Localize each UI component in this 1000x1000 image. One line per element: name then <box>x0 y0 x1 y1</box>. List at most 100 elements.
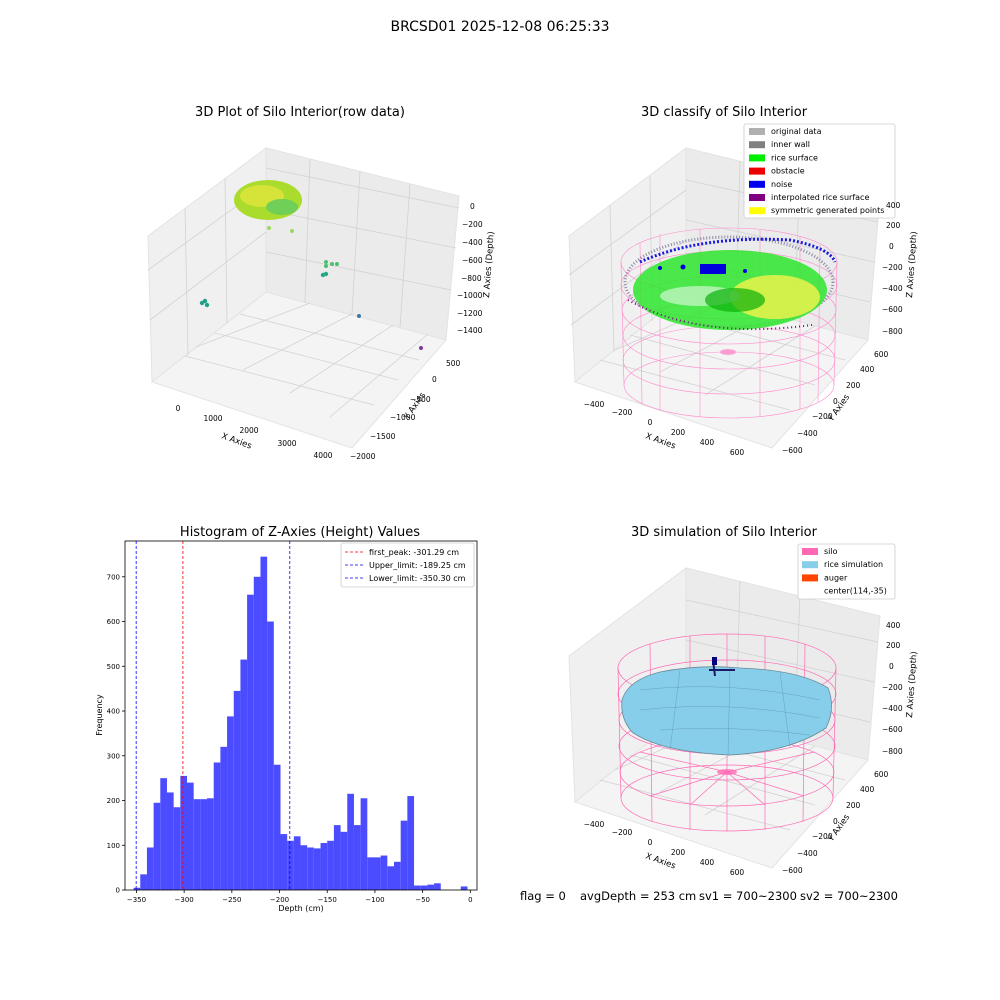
panel-simulation-title: 3D simulation of Silo Interior <box>631 525 818 540</box>
raw-ztick: 0 <box>470 202 475 211</box>
classify-ytick: −400 <box>797 429 818 438</box>
status-sv2: sv2 = 700~2300 <box>800 889 898 903</box>
raw-ztick: −1000 <box>457 291 483 300</box>
histogram-bar <box>260 556 268 890</box>
panel-classify: 3D classify of Silo Interior <box>568 105 920 457</box>
histogram-ylabel: Frequency <box>95 694 104 736</box>
raw-point <box>324 264 328 268</box>
classify-rice-deep <box>705 288 765 312</box>
histogram-bar <box>380 855 388 890</box>
histogram-bar <box>313 848 321 890</box>
histogram-bar <box>240 659 248 890</box>
histogram-bar <box>367 857 374 890</box>
sim-legend-label: center(114,-35) <box>824 587 887 596</box>
status-flag: flag = 0 <box>520 889 566 903</box>
sim-xtick: −200 <box>612 828 633 837</box>
classify-legend-swatch <box>749 180 765 188</box>
raw-xtick: 1000 <box>203 414 222 423</box>
sim-xtick: −400 <box>584 820 605 829</box>
classify-ztick: −200 <box>882 263 903 272</box>
status-sv1: sv1 = 700~2300 <box>699 889 797 903</box>
raw-xtick: 2000 <box>239 426 258 435</box>
histogram-bar <box>180 775 188 890</box>
raw-rice-mass-shade <box>266 199 298 215</box>
raw-ztick: −1400 <box>457 326 483 335</box>
classify-ztick: −400 <box>882 284 903 293</box>
classify-noise-point <box>743 269 747 273</box>
histogram-ytick-label: 700 <box>107 573 120 581</box>
raw-xtick: 3000 <box>277 439 296 448</box>
histogram-axes-frame <box>124 540 478 891</box>
histogram-legend-label: Lower_limit: -350.30 cm <box>369 574 466 583</box>
histogram-ytick-label: 300 <box>107 752 120 760</box>
histogram-bar <box>200 799 208 890</box>
sim-legend: silo rice simulation auger center(114,-35) <box>797 543 896 600</box>
histogram-bar <box>207 798 214 890</box>
classify-legend-swatch <box>749 141 765 149</box>
histogram-bar <box>140 874 147 890</box>
classify-xtick: −400 <box>584 400 605 409</box>
histogram-ytick-label: 400 <box>107 708 120 716</box>
histogram-bar <box>187 782 194 890</box>
classify-noise-point <box>680 264 686 270</box>
classify-ylabel: Y Axies <box>826 392 853 424</box>
sim-rice-surface <box>621 666 832 756</box>
sim-ytick: 400 <box>860 785 875 794</box>
figure-title: BRCSD01 2025-12-08 06:25:33 <box>390 19 609 35</box>
panel-classify-title: 3D classify of Silo Interior <box>641 105 808 120</box>
raw-ytick: −1000 <box>390 413 416 422</box>
histogram-bar <box>220 746 228 890</box>
histogram-xtick-label: −150 <box>318 896 337 904</box>
sim-zlabel: Z Axies (Depth) <box>905 651 920 718</box>
histogram-bar <box>307 847 314 890</box>
classify-xtick: 0 <box>648 418 653 427</box>
classify-ytick: 400 <box>860 365 875 374</box>
raw-point <box>323 271 329 277</box>
histogram-ytick-label: 500 <box>107 663 120 671</box>
raw-grid <box>147 158 460 418</box>
classify-legend-label: noise <box>771 180 792 189</box>
histogram-bar <box>360 798 368 890</box>
classify-legend-label: rice surface <box>771 153 818 162</box>
classify-noise-cluster <box>700 264 726 274</box>
sim-ztick: 0 <box>889 662 894 671</box>
classify-xtick: 400 <box>700 438 715 447</box>
histogram-bar <box>373 857 381 890</box>
classify-silo-bottom-center <box>720 349 736 355</box>
sim-ztick: −600 <box>882 725 903 734</box>
histogram-legend-box <box>340 542 475 588</box>
sim-xtick: 400 <box>700 858 715 867</box>
sim-silo-bottom-center <box>717 769 737 775</box>
sim-ytick: −200 <box>812 832 833 841</box>
classify-legend-label: obstacle <box>771 167 805 176</box>
sim-ytick: −400 <box>797 849 818 858</box>
histogram-bar <box>133 887 141 890</box>
sim-ytick: −600 <box>782 866 803 875</box>
histogram-xtick-label: −50 <box>415 896 430 904</box>
raw-point <box>202 298 208 304</box>
classify-legend-label: original data <box>771 127 822 136</box>
raw-ztick: −400 <box>462 238 483 247</box>
raw-point <box>267 226 271 230</box>
histogram-legend: first_peak: -301.29 cm Upper_limit: -189.… <box>340 542 475 588</box>
raw-point <box>419 346 423 350</box>
histogram-xtick-label: −350 <box>127 896 146 904</box>
panel-histogram: Histogram of Z-Axies (Height) Values −35… <box>95 525 478 913</box>
histogram-xtick-label: −300 <box>175 896 194 904</box>
histogram-bar <box>293 836 301 890</box>
histogram-ytick-label: 600 <box>107 618 120 626</box>
sim-ztick: −200 <box>882 683 903 692</box>
histogram-bar <box>146 847 154 890</box>
histogram-bar <box>460 886 468 890</box>
status-avg-depth: avgDepth = 253 cm <box>580 889 696 903</box>
raw-xtick: 0 <box>176 404 181 413</box>
sim-auger-head <box>712 657 717 665</box>
classify-legend-label: interpolated rice surface <box>771 193 869 202</box>
sim-legend-box <box>797 543 896 600</box>
histogram-bar <box>434 883 441 890</box>
classify-xtick: 200 <box>671 428 686 437</box>
sim-legend-label: auger <box>824 573 848 582</box>
classify-legend-swatch <box>749 154 765 162</box>
classify-point-cloud <box>623 235 837 331</box>
